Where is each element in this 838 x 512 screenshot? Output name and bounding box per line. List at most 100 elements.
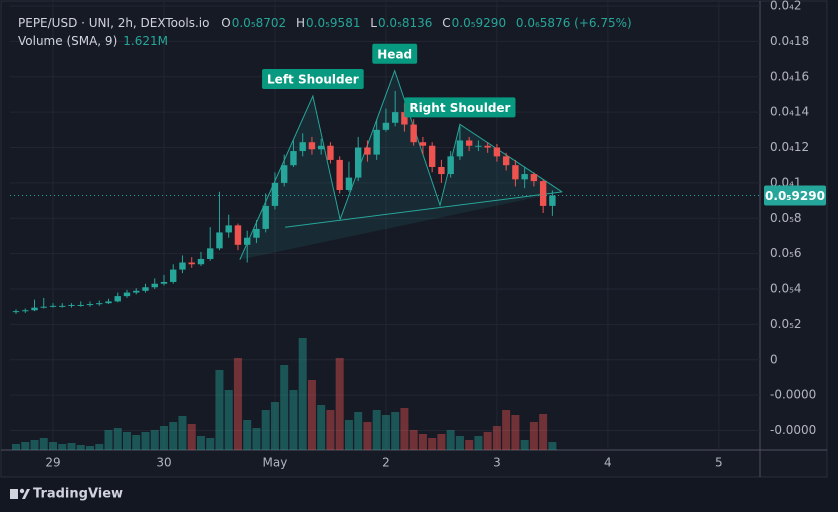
candle-body <box>354 147 362 178</box>
volume-bar <box>280 365 289 450</box>
candle-body <box>244 237 251 245</box>
y-tick-label: 0.0₅8 <box>770 211 802 225</box>
tv-logo <box>10 488 30 499</box>
volume-bar <box>428 438 437 450</box>
label-box <box>404 97 516 118</box>
volume-bar <box>196 436 205 450</box>
candle-body <box>133 290 140 293</box>
candle-body <box>188 262 195 265</box>
candle-body <box>317 145 325 150</box>
candle-body <box>327 145 334 160</box>
candle-body <box>502 156 510 166</box>
volume-bar <box>465 440 474 450</box>
candle-body <box>86 304 94 306</box>
volume-bar <box>539 414 548 450</box>
y-tick-label: -0.0000 <box>770 388 816 402</box>
candle-body <box>530 174 538 182</box>
candle-body <box>170 269 177 282</box>
volume-bar <box>529 422 538 450</box>
volume-bar <box>326 410 335 450</box>
y-tick-label: 0.0₅2 <box>770 317 802 331</box>
volume-bar <box>335 358 344 450</box>
x-tick-label: 30 <box>156 456 171 470</box>
x-tick-label: 3 <box>493 456 501 470</box>
candle-body <box>234 225 242 245</box>
volume-bar <box>261 410 270 450</box>
volume-legend: Volume (SMA, 9) 1.621M <box>18 32 638 50</box>
volume-bar <box>122 432 131 450</box>
label-box <box>262 69 364 90</box>
candle-body <box>216 232 223 249</box>
last-price-box <box>764 185 826 206</box>
candle-body <box>271 182 279 206</box>
volume-bar <box>85 446 94 450</box>
ohlc-value: 0.0₅8136 <box>377 16 433 30</box>
candle-body <box>364 147 371 155</box>
volume-bar <box>418 434 427 450</box>
volume-bar <box>141 432 150 450</box>
candle-body <box>262 205 269 229</box>
ohlc-key: H <box>296 16 306 30</box>
label-box <box>372 43 418 64</box>
y-tick-label: 0.0₄16 <box>770 69 809 83</box>
candle-body <box>308 142 316 150</box>
y-tick-label: 0.0₄12 <box>770 140 809 154</box>
candle-body <box>77 304 84 306</box>
candle-body <box>373 129 380 155</box>
volume-title: Volume (SMA, 9) <box>18 34 118 48</box>
y-tick-label: 0.0₄18 <box>770 34 809 48</box>
candle-body <box>484 145 491 148</box>
candle-body <box>290 151 297 166</box>
volume-bar <box>391 412 400 450</box>
volume-bar <box>113 428 122 450</box>
plot-area <box>10 0 760 450</box>
candle-body <box>549 195 556 206</box>
volume-bar <box>76 445 85 450</box>
neckline <box>285 191 563 228</box>
pattern-label: Left Shoulder <box>262 69 364 90</box>
candle-body <box>59 305 66 307</box>
y-tick-label: 0.0₄14 <box>770 105 809 119</box>
volume-bar <box>372 410 381 450</box>
candle-body <box>114 296 121 302</box>
ohlc-value: 0.0₅9290 <box>451 16 507 30</box>
price-legend: PEPE/USD · UNI, 2h, DEXTools.io O0.0₅870… <box>18 14 638 32</box>
x-tick-label: 4 <box>604 456 612 470</box>
y-tick-label: 0.0₄2 <box>770 0 802 13</box>
candle-body <box>391 112 399 123</box>
volume-bar <box>520 440 529 450</box>
candle-body <box>123 292 131 297</box>
pattern-outline <box>239 69 563 260</box>
volume-bar <box>215 370 224 450</box>
volume-bar <box>483 432 492 450</box>
candle-body <box>197 258 205 265</box>
ohlc-key: O <box>221 16 231 30</box>
volume-bar <box>317 405 326 450</box>
candle-body <box>539 181 547 206</box>
volume-bar <box>178 416 187 450</box>
volume-bar <box>492 426 501 450</box>
volume-bar <box>354 412 363 450</box>
y-tick-label: -0.0000 <box>770 423 816 437</box>
label-text: Head <box>377 47 412 61</box>
candle-body <box>299 142 306 152</box>
volume-bar <box>224 390 233 450</box>
volume-bar <box>298 338 307 450</box>
symbol: PEPE/USD · UNI, 2h, DEXTools.io <box>18 16 210 30</box>
label-text: Right Shoulder <box>409 101 510 115</box>
candle-body <box>40 306 47 308</box>
change: 0.0₆5876 (+6.75%) <box>515 16 632 30</box>
volume-bar <box>132 435 141 450</box>
candle-body <box>253 228 260 238</box>
volume-bar <box>502 410 511 450</box>
candle-body <box>428 145 436 167</box>
candle-body <box>49 305 57 307</box>
volume-bar <box>49 442 58 450</box>
x-tick-label: 2 <box>382 456 390 470</box>
ohlc-key: L <box>370 16 377 30</box>
pattern-fill <box>239 70 563 260</box>
volume-bar <box>289 390 298 450</box>
volume-bar <box>39 438 48 450</box>
